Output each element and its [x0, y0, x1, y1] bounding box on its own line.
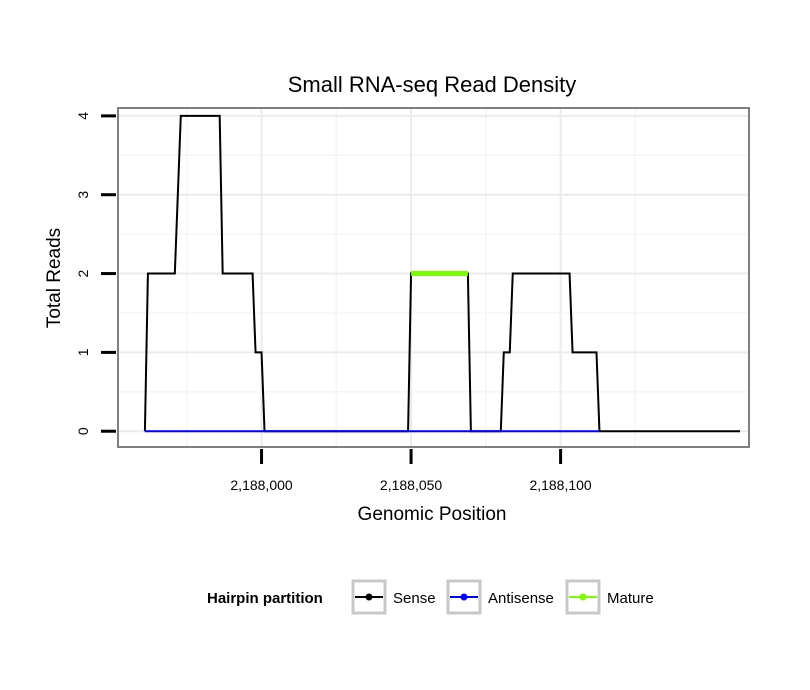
legend-title: Hairpin partition: [207, 590, 323, 607]
legend-label-mature: Mature: [607, 590, 654, 607]
legend-item-antisense: Antisense: [446, 579, 554, 615]
y-tick-label: 1: [75, 348, 91, 356]
x-tick-label: 2,188,100: [529, 477, 591, 493]
legend-key-point: [460, 593, 468, 601]
legend-label-sense: Sense: [393, 590, 436, 607]
legend-item-sense: Sense: [351, 579, 436, 615]
y-tick-label: 0: [75, 427, 91, 435]
legend: Hairpin partition Sense Antisense Mature: [207, 579, 654, 615]
x-tick-label: 2,188,050: [380, 477, 442, 493]
y-axis-title: Total Reads: [44, 228, 65, 328]
legend-key-point: [579, 593, 587, 601]
y-tick-label: 2: [75, 269, 91, 277]
legend-item-mature: Mature: [565, 579, 654, 615]
legend-label-antisense: Antisense: [488, 590, 554, 607]
chart-title: Small RNA-seq Read Density: [288, 72, 577, 97]
y-tick-label: 3: [75, 191, 91, 199]
x-tick-label: 2,188,000: [230, 477, 292, 493]
plot-panel: [118, 108, 749, 447]
legend-key-point: [365, 593, 373, 601]
y-tick-label: 4: [75, 112, 91, 120]
x-axis-title: Genomic Position: [358, 504, 507, 525]
series-layer: [143, 114, 741, 433]
plot-border: [117, 107, 750, 448]
axes: 2,188,000 2,188,050 2,188,100 0 1 2 3 4: [75, 112, 592, 493]
